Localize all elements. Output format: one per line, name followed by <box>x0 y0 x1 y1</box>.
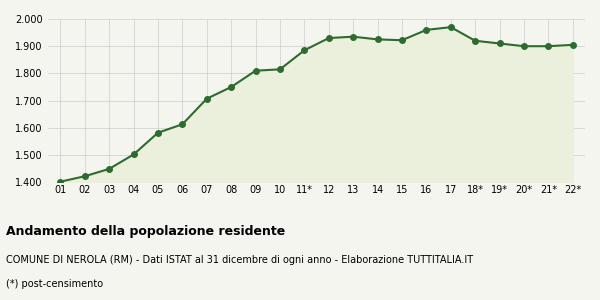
Text: COMUNE DI NEROLA (RM) - Dati ISTAT al 31 dicembre di ogni anno - Elaborazione TU: COMUNE DI NEROLA (RM) - Dati ISTAT al 31… <box>6 255 473 265</box>
Text: Andamento della popolazione residente: Andamento della popolazione residente <box>6 225 285 238</box>
Text: (*) post-censimento: (*) post-censimento <box>6 279 103 289</box>
